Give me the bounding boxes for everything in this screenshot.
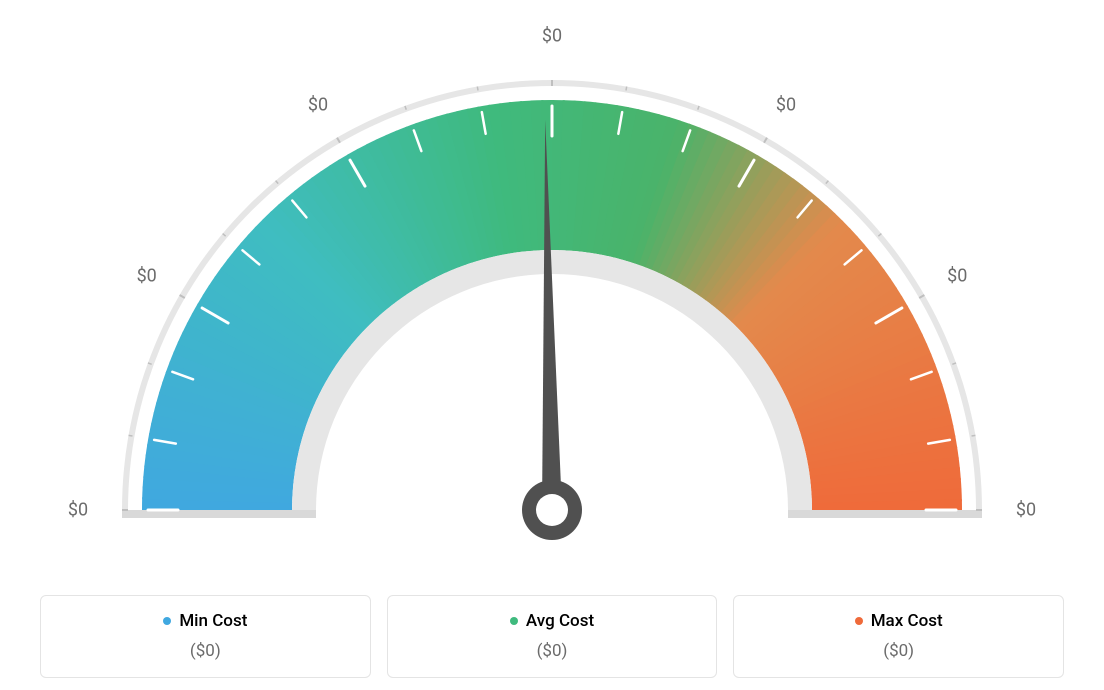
legend-dot-min	[163, 617, 171, 625]
legend-title-min: Min Cost	[163, 611, 247, 631]
gauge-axis-label: $0	[308, 94, 328, 115]
gauge-svg	[32, 10, 1072, 570]
legend-title-max: Max Cost	[855, 611, 943, 631]
legend-box-min: Min Cost ($0)	[40, 595, 371, 678]
gauge-axis-label: $0	[776, 94, 796, 115]
legend-box-avg: Avg Cost ($0)	[387, 595, 718, 678]
legend-value-max: ($0)	[744, 641, 1053, 661]
legend-box-max: Max Cost ($0)	[733, 595, 1064, 678]
legend: Min Cost ($0) Avg Cost ($0) Max Cost ($0…	[40, 595, 1064, 678]
legend-dot-max	[855, 617, 863, 625]
legend-label-avg: Avg Cost	[526, 611, 594, 631]
gauge-axis-label: $0	[68, 500, 88, 521]
gauge-axis-label: $0	[137, 266, 157, 287]
gauge-axis-label: $0	[1016, 500, 1036, 521]
gauge-chart: $0 $0 $0 $0 $0 $0 $0	[32, 10, 1072, 570]
legend-dot-avg	[510, 617, 518, 625]
gauge-axis-label: $0	[947, 266, 967, 287]
legend-value-min: ($0)	[51, 641, 360, 661]
legend-label-min: Min Cost	[179, 611, 247, 631]
legend-value-avg: ($0)	[398, 641, 707, 661]
legend-label-max: Max Cost	[871, 611, 943, 631]
legend-title-avg: Avg Cost	[510, 611, 594, 631]
gauge-axis-label: $0	[542, 26, 562, 47]
